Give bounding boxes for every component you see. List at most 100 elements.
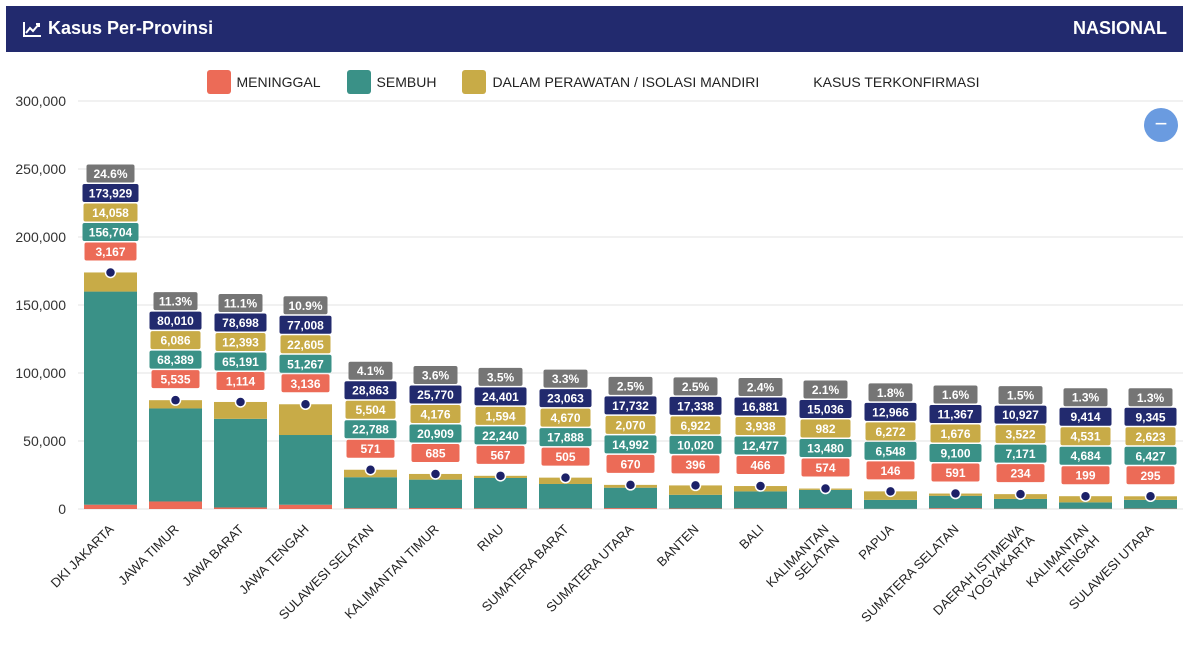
- label-meninggal: 3,136: [290, 377, 320, 391]
- label-persen: 1.6%: [942, 388, 970, 402]
- label-meninggal: 685: [425, 446, 445, 460]
- label-meninggal-box: [216, 371, 265, 390]
- label-perawatan-box: [83, 203, 138, 222]
- label-meninggal-box: [671, 455, 720, 474]
- label-konfirmasi: 17,732: [612, 399, 649, 413]
- label-persen-box: [86, 164, 135, 183]
- label-konfirmasi: 80,010: [157, 314, 194, 328]
- label-persen-box: [478, 367, 523, 386]
- label-meninggal-box: [801, 458, 850, 477]
- bar-segment-perawatan: [669, 485, 722, 495]
- confirmed-marker: [364, 463, 377, 476]
- label-sembuh-box: [539, 428, 592, 447]
- bar-segment-perawatan: [344, 469, 397, 478]
- label-meninggal: 574: [815, 461, 835, 475]
- label-perawatan: 4,176: [420, 407, 450, 421]
- label-meninggal-box: [1126, 466, 1175, 485]
- bar-segment-sembuh: [864, 499, 917, 509]
- legend-item-sembuh[interactable]: SEMBUH: [346, 70, 436, 94]
- y-tick-label: 200,000: [15, 229, 66, 245]
- label-konfirmasi-box: [1124, 407, 1177, 426]
- label-perawatan: 2,623: [1135, 430, 1165, 444]
- bar-segment-perawatan: [864, 491, 917, 500]
- x-category-label: KALIMANTAN TIMUR: [341, 522, 441, 622]
- bar-segment-sembuh: [604, 487, 657, 509]
- chart-legend: MENINGGAL SEMBUH DALAM PERAWATAN / ISOLA…: [0, 70, 1186, 94]
- y-tick-label: 100,000: [15, 365, 66, 381]
- x-category-label: DAERAH ISTIMEWAYOGYAKARTA: [930, 521, 1037, 628]
- x-category-label: JAWA TENGAH: [236, 522, 312, 598]
- label-perawatan-box: [150, 331, 201, 350]
- label-persen: 2.5%: [617, 379, 645, 393]
- label-sembuh-box: [1059, 446, 1112, 465]
- label-konfirmasi: 9,414: [1070, 410, 1100, 424]
- label-sembuh-box: [344, 420, 397, 439]
- label-persen-box: [543, 369, 588, 388]
- confirmed-marker: [1014, 488, 1027, 500]
- label-persen: 1.5%: [1007, 389, 1035, 403]
- label-perawatan: 2,070: [615, 418, 645, 432]
- collapse-button[interactable]: −: [1144, 108, 1178, 142]
- label-konfirmasi-box: [929, 405, 982, 424]
- label-perawatan: 6,086: [160, 334, 190, 348]
- label-perawatan-box: [995, 425, 1046, 444]
- label-konfirmasi-box: [214, 313, 267, 332]
- label-perawatan: 982: [815, 422, 835, 436]
- label-meninggal: 5,535: [160, 373, 190, 387]
- label-persen-box: [608, 376, 653, 395]
- bar-segment-sembuh: [214, 418, 267, 508]
- legend-swatch-meninggal: [206, 70, 231, 94]
- confirmed-marker: [689, 479, 702, 492]
- label-konfirmasi-box: [799, 400, 852, 419]
- label-konfirmasi-box: [669, 396, 722, 415]
- label-konfirmasi: 173,929: [89, 186, 133, 200]
- bar-segment-perawatan: [279, 404, 332, 436]
- x-category-label: RIAU: [474, 522, 507, 555]
- label-persen: 1.3%: [1137, 391, 1165, 405]
- label-meninggal-box: [1061, 466, 1110, 485]
- label-perawatan-box: [605, 415, 656, 434]
- label-sembuh: 6,427: [1135, 449, 1165, 463]
- confirmed-marker: [299, 398, 312, 411]
- legend-label-konfirmasi: KASUS TERKONFIRMASI: [813, 74, 980, 90]
- legend-item-perawatan[interactable]: DALAM PERAWATAN / ISOLASI MANDIRI: [462, 70, 759, 94]
- label-meninggal-box: [346, 439, 395, 458]
- label-perawatan-box: [865, 422, 916, 441]
- label-sembuh: 22,788: [352, 423, 389, 437]
- label-meninggal-box: [281, 374, 330, 393]
- nasional-label[interactable]: NASIONAL: [1073, 18, 1167, 38]
- label-sembuh-box: [279, 354, 332, 373]
- bar-segment-perawatan: [409, 473, 462, 480]
- confirmed-marker: [1144, 490, 1157, 503]
- x-category-label: KALIMANTANSELATAN: [763, 522, 842, 601]
- label-konfirmasi: 28,863: [352, 384, 389, 398]
- label-persen-box: [348, 361, 393, 380]
- label-perawatan-box: [930, 424, 981, 443]
- bar-segment-perawatan: [84, 272, 137, 292]
- confirmed-marker: [1079, 490, 1092, 502]
- label-sembuh-box: [214, 352, 267, 371]
- label-meninggal: 466: [750, 459, 770, 473]
- bar-segment-perawatan: [1124, 496, 1177, 500]
- legend-label-meninggal: MENINGGAL: [236, 74, 321, 90]
- label-konfirmasi-box: [82, 183, 139, 202]
- legend-item-meninggal[interactable]: MENINGGAL: [206, 70, 321, 94]
- label-meninggal-box: [151, 370, 200, 389]
- confirmed-marker: [559, 471, 572, 484]
- label-meninggal: 146: [880, 464, 900, 478]
- label-konfirmasi: 78,698: [222, 316, 259, 330]
- label-persen: 1.3%: [1072, 391, 1100, 405]
- label-konfirmasi: 17,338: [677, 399, 714, 413]
- label-perawatan-box: [670, 416, 721, 435]
- label-konfirmasi: 9,345: [1135, 410, 1165, 424]
- label-sembuh-box: [149, 350, 202, 369]
- legend-item-konfirmasi[interactable]: KASUS TERKONFIRMASI: [813, 70, 979, 94]
- bar-segment-sembuh: [994, 498, 1047, 509]
- label-meninggal: 295: [1140, 469, 1160, 483]
- label-meninggal-box: [606, 454, 655, 473]
- label-sembuh: 6,548: [875, 444, 905, 458]
- label-konfirmasi: 77,008: [287, 318, 324, 332]
- label-perawatan-box: [540, 408, 591, 427]
- label-meninggal: 3,167: [95, 245, 125, 259]
- bar-segment-perawatan: [214, 401, 267, 419]
